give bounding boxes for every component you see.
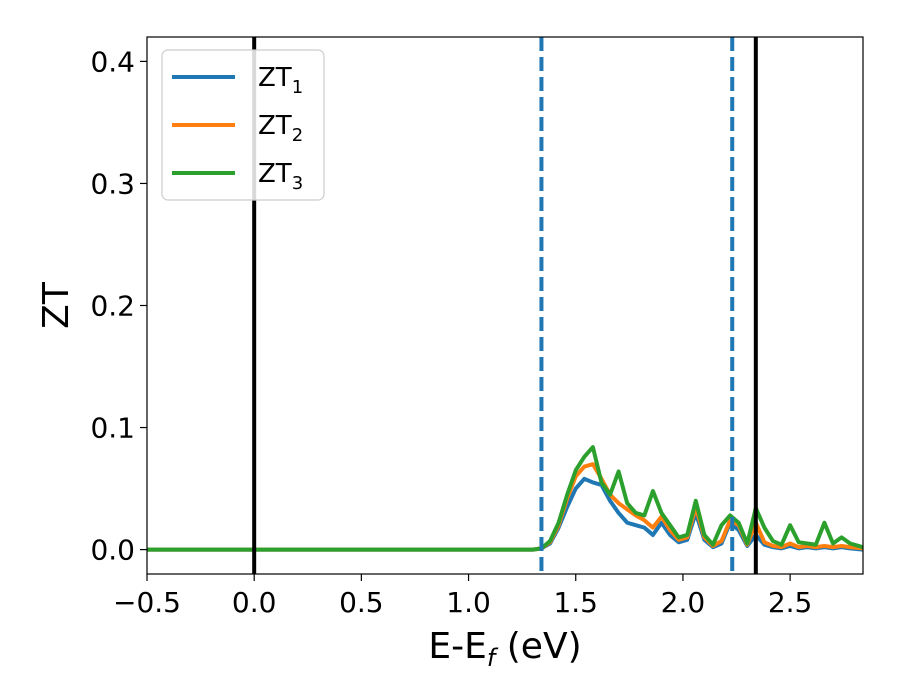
y-axis-label: ZT: [36, 281, 77, 329]
y-tick-label: 0.2: [90, 290, 135, 323]
x-tick-label: 0.5: [339, 586, 384, 619]
x-tick-label: 2.0: [661, 586, 706, 619]
legend-box: [161, 49, 325, 201]
legend-label-1: ZT1: [258, 63, 303, 98]
legend-label-3: ZT3: [258, 159, 303, 194]
y-tick-label: 0.0: [90, 534, 135, 567]
x-tick-label: 0.0: [232, 586, 277, 619]
x-tick-label: 1.0: [446, 586, 491, 619]
axes: −0.5 0.0 0.5 1.0 1.5 2.0 2.5 0.0 0.1 0.2 0.3 0.4 E-E…: [36, 36, 864, 672]
series-line-3: [147, 445, 863, 552]
y-tick-label: 0.1: [90, 412, 135, 445]
x-tick-label: 2.5: [768, 586, 813, 619]
legend: ZT1 ZT2 ZT3: [161, 49, 325, 201]
x-axis-label: E-Ef (eV): [428, 626, 581, 672]
legend-label-2: ZT2: [258, 111, 303, 146]
y-tick-label: 0.3: [90, 167, 135, 200]
x-tick-label: −0.5: [113, 586, 181, 619]
y-tick-label: 0.4: [90, 45, 135, 78]
x-tick-label: 1.5: [553, 586, 598, 619]
